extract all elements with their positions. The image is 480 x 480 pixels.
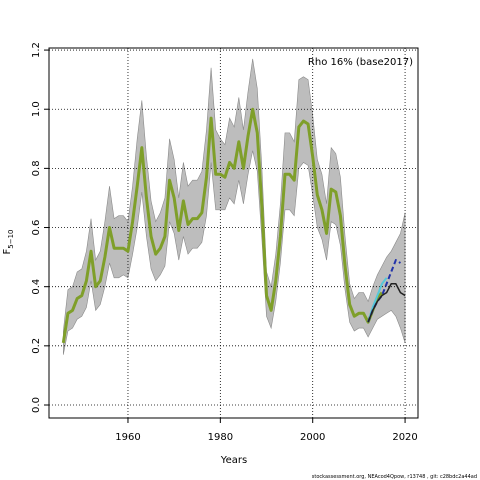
y-tick-label: 1.0 [31,101,42,117]
annotation: Rho 16% (base2017) [308,57,413,68]
y-tick-label: 1.2 [31,42,42,58]
footer: stockassessment.org, NEAcod4Qpow, r13748… [312,474,477,480]
y-tick-label: 0.6 [31,220,42,236]
confidence-band [63,58,406,355]
y-tick-label: 0.4 [31,279,42,295]
y-axis-label-main: F [2,249,13,255]
y-axis-label: F5−10 [2,230,15,255]
series-line [367,282,406,323]
plot-frame [48,47,419,419]
series-line [367,259,401,323]
y-tick-label: 0.2 [31,338,42,354]
x-axis-label: Years [220,455,247,466]
x-tick-label: 1980 [208,432,233,443]
x-tick-label: 2020 [392,432,417,443]
y-tick-label: 0.0 [31,397,42,413]
y-tick-label: 0.8 [31,160,42,176]
y-axis-label-sub: 5−10 [7,230,15,249]
series-line [61,107,384,344]
x-tick-label: 2000 [300,432,325,443]
x-tick-label: 1960 [115,432,140,443]
